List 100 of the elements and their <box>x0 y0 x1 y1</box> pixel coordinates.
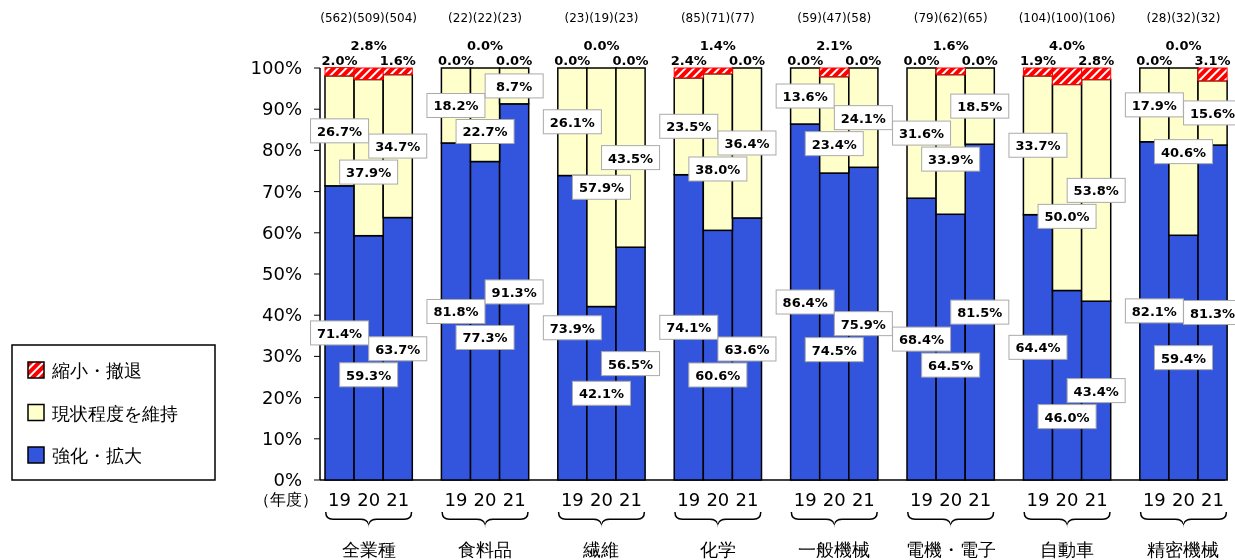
y-tick-label: 20% <box>261 386 302 408</box>
x-tick-label: 19 <box>1026 489 1050 510</box>
x-tick-label: 20 <box>1172 489 1195 510</box>
text: (562)(509)(504) <box>320 11 418 25</box>
data-label: 1.4% <box>699 38 736 53</box>
data-label: 0.0% <box>467 38 504 53</box>
x-tick-label: 19 <box>328 489 351 510</box>
text: (59)(47)(58) <box>797 11 872 25</box>
data-label: 56.5% <box>608 356 654 372</box>
x-tick-label: 20 <box>1055 489 1079 510</box>
data-label: 4.0% <box>1049 38 1086 53</box>
text: (79)(62)(65) <box>913 11 988 25</box>
data-label: 57.9% <box>578 180 625 196</box>
data-label: 13.6% <box>782 89 828 105</box>
data-label: 38.0% <box>695 161 741 177</box>
data-label: 31.6% <box>899 126 945 142</box>
x-tick-label: 20 <box>822 489 846 510</box>
data-label: 26.7% <box>317 123 363 139</box>
data-label: 0.0% <box>1136 53 1173 68</box>
data-label: 0.0% <box>1165 38 1202 53</box>
x-tick-label: 19 <box>793 489 817 510</box>
y-tick-label: 10% <box>261 427 302 449</box>
data-label: 59.4% <box>1160 350 1207 366</box>
data-label: 40.6% <box>1160 144 1207 160</box>
text: 繊維 <box>582 539 620 560</box>
text: (104)(100)(106) <box>1018 11 1116 25</box>
data-label: 15.6% <box>1190 105 1235 121</box>
data-label: 75.9% <box>840 316 886 332</box>
text: 化学 <box>699 539 736 560</box>
x-tick-label: 19 <box>444 489 468 510</box>
data-label: 2.0% <box>321 53 358 68</box>
y-tick-label: 0% <box>273 469 302 490</box>
data-label: 0.0% <box>903 53 940 68</box>
text: 一般機械 <box>798 539 871 560</box>
data-label: 86.4% <box>782 295 828 311</box>
data-label: 82.1% <box>1131 303 1177 319</box>
data-label: 81.3% <box>1190 305 1235 321</box>
x-tick-label: 20 <box>706 489 730 510</box>
x-tick-label: 19 <box>1142 489 1166 510</box>
data-label: 74.5% <box>811 342 857 358</box>
text: (23)(19)(23) <box>564 11 639 25</box>
data-label: 68.4% <box>899 332 945 348</box>
data-label: 43.4% <box>1073 383 1119 399</box>
x-tick-label: 21 <box>619 489 643 510</box>
y-tick-label: 30% <box>261 345 302 367</box>
data-label: 37.9% <box>346 165 392 181</box>
y-tick-label: 50% <box>261 263 302 284</box>
x-axis-title: （年度） <box>254 490 318 509</box>
text: 自動車 <box>1040 539 1095 560</box>
data-label: 36.4% <box>724 135 770 151</box>
y-tick-label: 90% <box>261 98 302 120</box>
data-label: 8.7% <box>496 78 533 94</box>
data-label: 73.9% <box>549 320 595 336</box>
data-label: 74.1% <box>666 320 712 336</box>
y-tick-label: 100% <box>250 57 302 78</box>
data-label: 0.0% <box>496 53 533 68</box>
y-tick-label: 80% <box>261 139 302 161</box>
text: (28)(32)(32) <box>1146 11 1221 25</box>
x-tick-label: 20 <box>939 489 963 510</box>
data-label: 0.0% <box>554 53 591 68</box>
data-label: 43.5% <box>608 150 654 166</box>
data-label: 0.0% <box>787 53 824 68</box>
data-label: 33.7% <box>1015 138 1061 154</box>
data-label: 23.5% <box>666 119 712 135</box>
x-tick-label: 20 <box>590 489 613 510</box>
data-label: 71.4% <box>317 325 363 341</box>
text: 電機・電子 <box>905 539 996 560</box>
x-tick-label: 21 <box>851 489 875 510</box>
data-label: 46.0% <box>1044 409 1090 425</box>
data-label: 53.8% <box>1073 183 1119 199</box>
legend-label: 縮小・撤退 <box>51 360 142 381</box>
x-tick-label: 20 <box>357 489 381 510</box>
x-tick-label: 19 <box>560 489 584 510</box>
data-label: 1.9% <box>1019 53 1056 68</box>
data-label: 59.3% <box>346 367 392 383</box>
x-tick-label: 19 <box>677 489 701 510</box>
data-label: 2.8% <box>350 38 387 53</box>
data-label: 23.4% <box>811 136 857 152</box>
data-label: 0.0% <box>583 38 620 53</box>
data-label: 60.6% <box>695 367 741 383</box>
x-tick-label: 21 <box>386 489 410 510</box>
data-label: 0.0% <box>728 53 765 68</box>
text: (22)(22)(23) <box>448 11 523 25</box>
data-label: 1.6% <box>379 53 416 68</box>
data-label: 2.8% <box>1078 53 1115 68</box>
data-label: 0.0% <box>612 53 649 68</box>
x-tick-label: 19 <box>910 489 934 510</box>
data-label: 18.5% <box>957 99 1003 115</box>
data-label: 63.6% <box>724 341 770 357</box>
x-tick-label: 20 <box>473 489 497 510</box>
data-label: 81.5% <box>957 305 1003 321</box>
data-label: 0.0% <box>845 53 882 68</box>
data-label: 34.7% <box>375 139 421 155</box>
data-label: 50.0% <box>1044 209 1090 225</box>
text: (85)(71)(77) <box>680 11 755 25</box>
data-label: 22.7% <box>462 124 508 140</box>
x-tick-label: 21 <box>1084 489 1108 510</box>
data-label: 63.7% <box>375 341 421 357</box>
y-tick-label: 40% <box>261 304 302 326</box>
text: 食料品 <box>458 539 513 560</box>
